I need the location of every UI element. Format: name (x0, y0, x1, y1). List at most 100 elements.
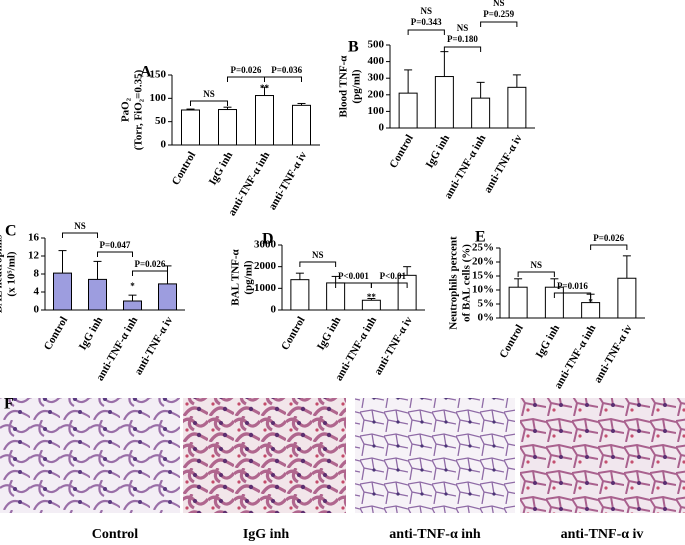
x-tick-label: Control (42, 315, 71, 353)
histology-image (0, 398, 180, 513)
annotation: * (130, 281, 135, 291)
x-tick-label: IgG inh (207, 150, 236, 188)
significance-bracket (227, 76, 265, 82)
significance-bracket (62, 232, 98, 238)
annotation: NS (420, 6, 432, 16)
x-tick-label: IgG inh (424, 133, 453, 171)
significance-bracket (443, 46, 482, 52)
annotation: ** (260, 83, 270, 93)
annotation: P<0.01 (380, 271, 407, 281)
y-tick-label: 100 (150, 92, 167, 104)
significance-bracket (407, 29, 445, 35)
bar (471, 97, 491, 129)
annotation: P=0.016 (557, 281, 588, 291)
y-tick-label: 300 (368, 72, 385, 84)
y-tick-label: 25% (472, 242, 494, 254)
y-axis-label: Blood TNF-α (338, 55, 350, 118)
y-tick-label: 2000 (254, 260, 277, 272)
y-axis-label: (pg/ml) (351, 69, 363, 104)
x-tick-label: anti-TNF-α iv (132, 314, 175, 377)
significance-bracket (299, 261, 337, 267)
y-axis-label: BAL TNF-α (230, 248, 242, 305)
histology-image (520, 398, 685, 513)
y-axis-label: PaO₂ (120, 97, 132, 122)
x-tick-label: IgG inh (534, 323, 563, 361)
panel-label: E (475, 229, 486, 246)
panel-label: B (348, 39, 359, 56)
y-tick-label: 100 (368, 105, 385, 117)
x-tick-label: anti-TNF-α iv (592, 322, 635, 385)
annotation: ** (367, 292, 377, 302)
y-axis-label: (Torr, FiO₂=0.35) (133, 69, 145, 150)
annotation: NS (312, 250, 324, 260)
x-tick-label: Control (279, 315, 308, 353)
significance-bracket (480, 21, 518, 27)
y-tick-label: 4 (34, 286, 40, 298)
annotation: NS (74, 221, 86, 231)
y-tick-label: 0 (161, 139, 167, 151)
y-tick-label: 10% (472, 284, 494, 296)
y-tick-label: 8 (34, 268, 40, 280)
histology-images (0, 398, 685, 513)
annotation: P=0.036 (271, 65, 302, 75)
x-tick-label: anti-TNF-α iv (266, 149, 309, 212)
annotation: P=0.047 (100, 240, 131, 250)
y-tick-label: 0 (271, 304, 277, 316)
y-tick-label: 500 (368, 39, 385, 51)
annotation: P=0.026 (593, 233, 624, 243)
y-axis-label: Neutrophils percent (448, 236, 460, 330)
bar (181, 109, 200, 146)
annotation: P=0.343 (411, 17, 442, 27)
annotation: * (588, 297, 593, 307)
annotation: P=0.259 (483, 9, 514, 19)
significance-bracket (553, 292, 592, 298)
x-tick-label: anti-TNF-α iv (372, 314, 415, 377)
x-tick-label: Control (497, 323, 526, 361)
significance-bracket (370, 282, 408, 288)
caption: IgG inh (243, 527, 290, 542)
bar (290, 279, 310, 311)
annotation: NS (203, 89, 215, 99)
significance-bracket (590, 244, 628, 250)
y-tick-label: 12 (28, 250, 40, 262)
y-tick-label: 200 (368, 88, 385, 100)
panel-label: A (140, 64, 152, 81)
y-tick-label: 50 (155, 115, 167, 127)
bar (88, 278, 107, 311)
bar (218, 109, 237, 146)
annotation: NS (530, 260, 542, 270)
y-tick-label: 20% (472, 256, 494, 268)
bar (434, 76, 454, 129)
bar (507, 86, 527, 129)
annotation: P<0.001 (338, 271, 369, 281)
bar (255, 95, 274, 146)
y-tick-label: 15% (472, 270, 494, 282)
x-tick-label: anti-TNF-α inh (226, 150, 272, 218)
y-tick-label: 1000 (254, 282, 277, 294)
histology-image (183, 398, 346, 513)
annotation: P=0.026 (135, 259, 166, 269)
bar (544, 286, 564, 319)
caption: anti-TNF-α inh (389, 527, 481, 542)
y-axis-label: of BAL cells (%) (461, 244, 473, 322)
y-tick-label: 0 (34, 304, 40, 316)
caption: anti-TNF-α iv (561, 527, 644, 542)
y-tick-label: 16 (28, 232, 40, 244)
x-tick-label: anti-TNF-α iv (482, 132, 525, 195)
significance-bracket (517, 271, 555, 277)
annotation: P=0.180 (447, 34, 478, 44)
significance-bracket (97, 251, 133, 257)
annotation: NS (493, 0, 505, 8)
x-tick-label: Control (387, 133, 416, 171)
x-tick-label: IgG inh (77, 315, 106, 353)
x-tick-label: Control (170, 150, 199, 188)
y-tick-label: 150 (150, 69, 167, 81)
significance-bracket (132, 270, 168, 276)
panel-label: D (262, 231, 274, 248)
y-axis-label: (x 10⁵/ml) (6, 251, 18, 296)
annotation: P=0.026 (231, 65, 262, 75)
caption: Control (92, 527, 139, 542)
annotation: NS (457, 23, 469, 33)
bar (398, 92, 418, 129)
